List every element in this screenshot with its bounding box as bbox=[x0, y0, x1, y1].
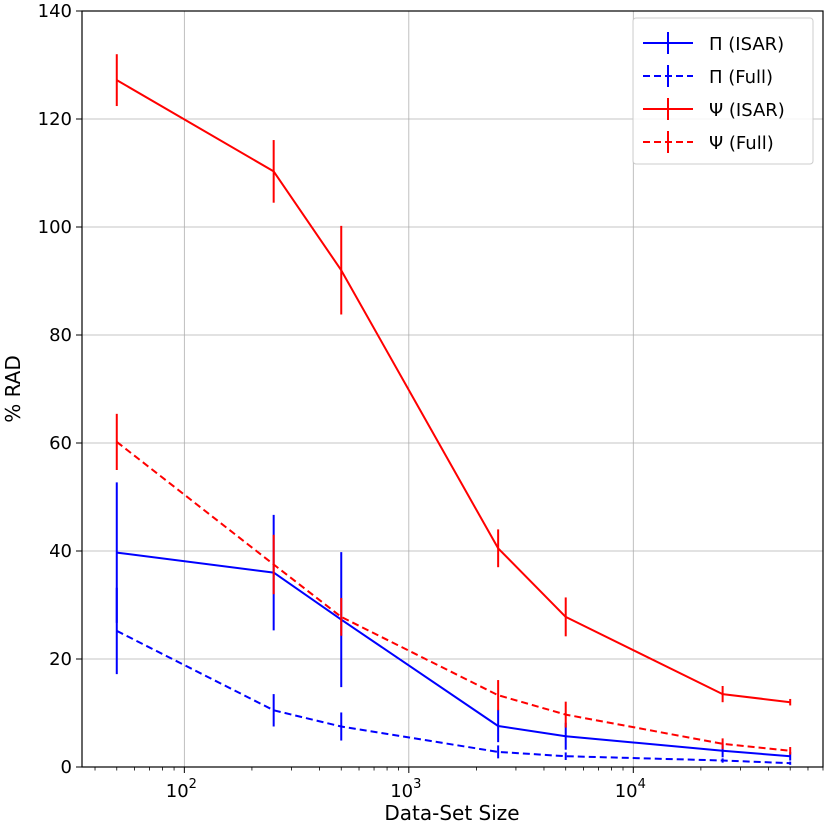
x-tick-mantissa: 10 bbox=[615, 781, 638, 802]
legend-item: Ψ (ISAR) bbox=[643, 98, 785, 121]
x-tick-exponent: 2 bbox=[189, 777, 197, 792]
x-tick-exponent: 3 bbox=[413, 777, 421, 792]
legend: Π (ISAR) Π (Full) Ψ (ISAR) Ψ (Full) bbox=[632, 17, 814, 165]
legend-item: Π (ISAR) bbox=[643, 32, 784, 55]
series-line bbox=[116, 441, 791, 752]
series-layer bbox=[115, 54, 792, 765]
legend-label: Π (Full) bbox=[709, 67, 773, 88]
series-0 bbox=[115, 482, 792, 761]
plot-frame bbox=[81, 10, 824, 768]
x-tick-mantissa: 10 bbox=[390, 781, 413, 802]
y-tick-label: 40 bbox=[49, 541, 72, 562]
series-line bbox=[116, 551, 791, 758]
y-tick-label: 100 bbox=[38, 217, 72, 238]
x-tick-label: 102 bbox=[166, 777, 197, 802]
legend-label: Ψ (ISAR) bbox=[709, 100, 785, 121]
series-1 bbox=[115, 587, 792, 765]
series-3 bbox=[115, 413, 792, 755]
legend-box bbox=[632, 17, 814, 165]
series-2 bbox=[115, 54, 792, 706]
x-tick-mantissa: 10 bbox=[166, 781, 189, 802]
y-axis-title: % RAD bbox=[1, 355, 25, 423]
legend-label: Π (ISAR) bbox=[709, 34, 784, 55]
x-tick-exponent: 4 bbox=[638, 777, 646, 792]
y-tick-label: 80 bbox=[49, 325, 72, 346]
x-tick-label: 103 bbox=[390, 777, 421, 802]
y-tick-label: 0 bbox=[61, 757, 72, 778]
x-axis-title: Data-Set Size bbox=[384, 801, 519, 825]
y-tick-label: 20 bbox=[49, 649, 72, 670]
series-line bbox=[116, 630, 791, 765]
legend-item: Ψ (Full) bbox=[643, 131, 774, 154]
y-tick-label: 120 bbox=[38, 109, 72, 130]
legend-item: Π (Full) bbox=[643, 65, 773, 88]
legend-label: Ψ (Full) bbox=[709, 133, 774, 154]
y-tick-label: 140 bbox=[38, 1, 72, 22]
x-tick-label: 104 bbox=[615, 777, 646, 802]
series-line bbox=[116, 79, 791, 704]
y-tick-label: 60 bbox=[49, 433, 72, 454]
